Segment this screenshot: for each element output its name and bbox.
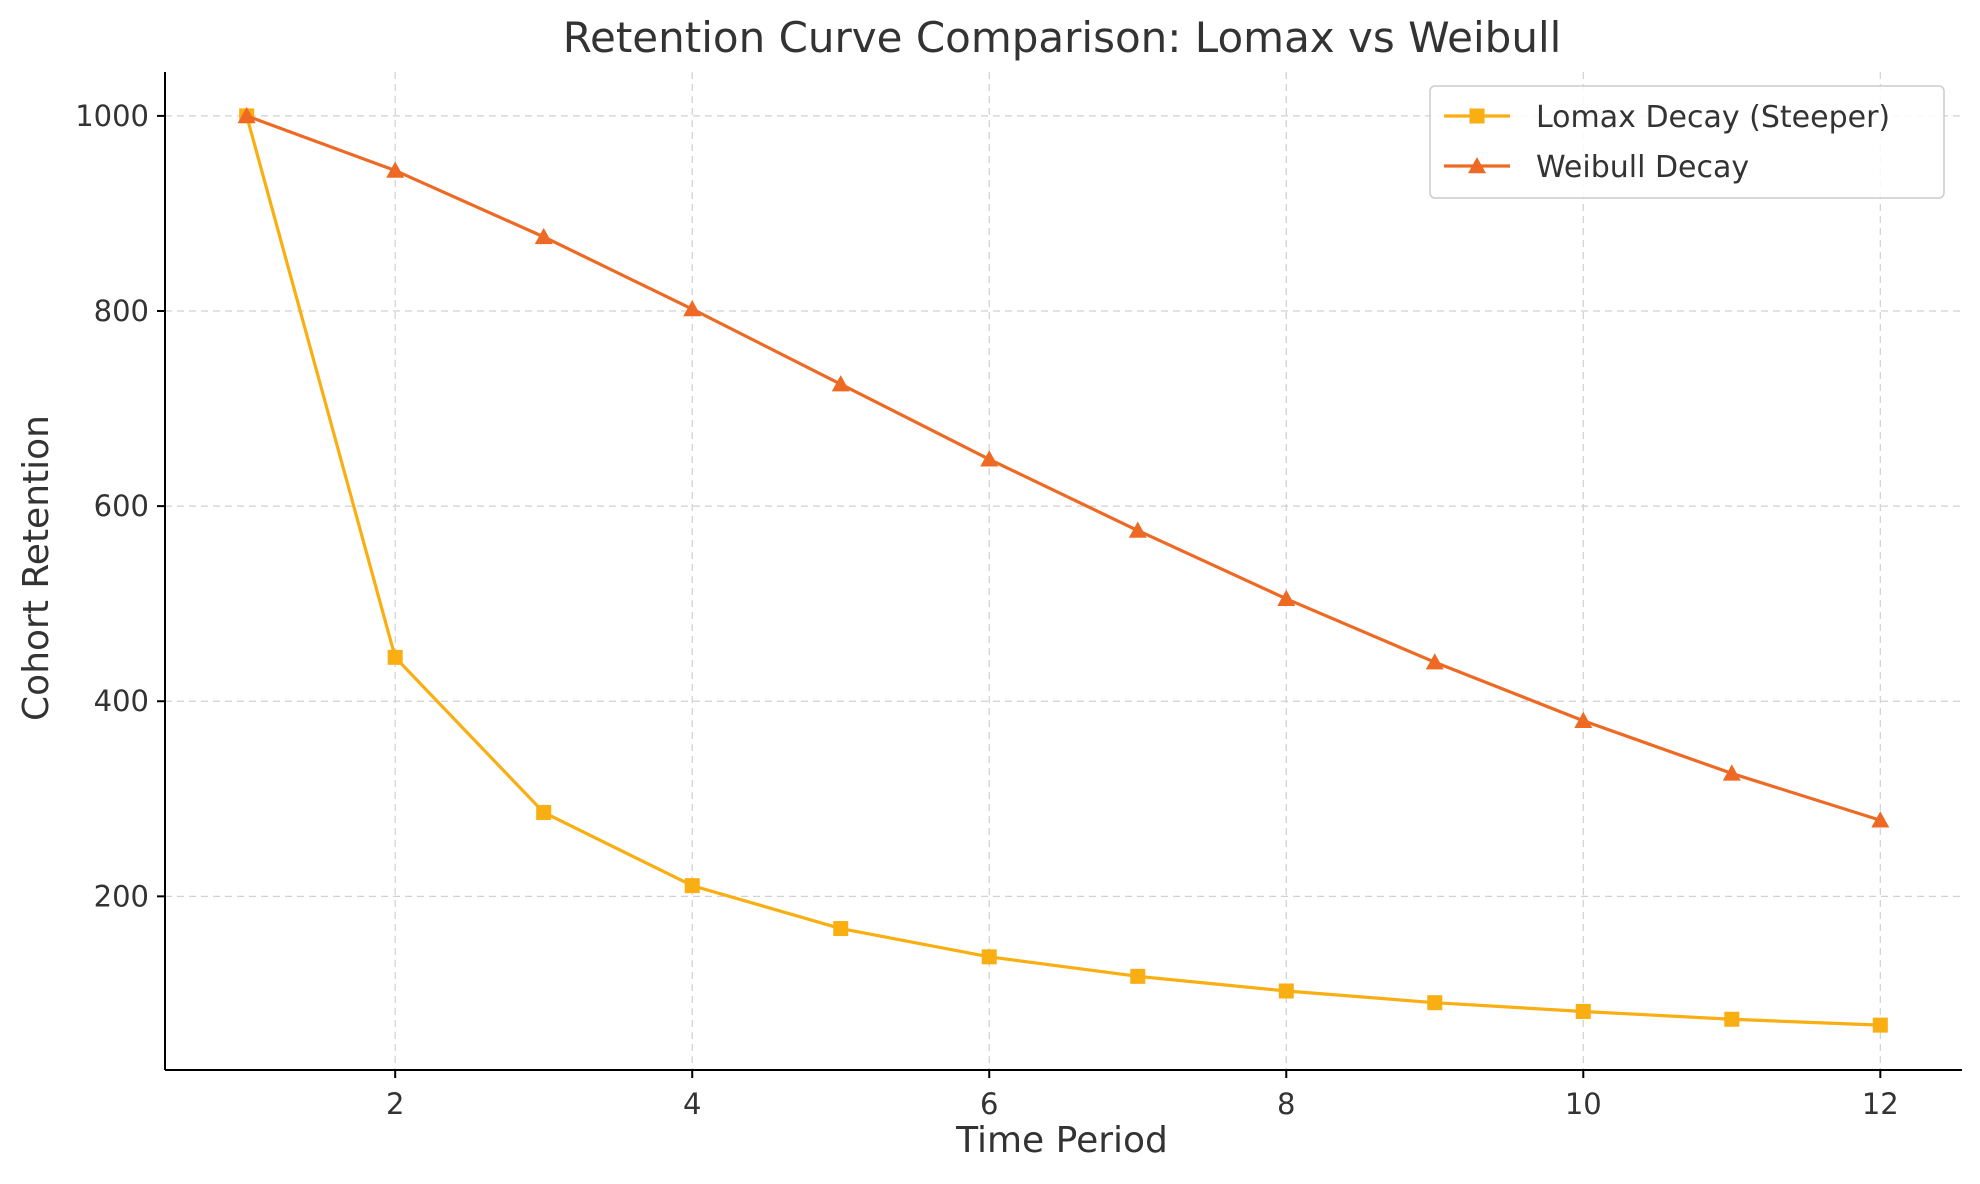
chart-title: Retention Curve Comparison: Lomax vs Wei… xyxy=(563,13,1562,62)
data-point xyxy=(1128,521,1147,538)
data-point xyxy=(1724,1011,1740,1027)
legend-marker xyxy=(1468,157,1486,174)
series-line xyxy=(245,115,1881,1027)
legend-item: Lomax Decay (Steeper) xyxy=(1444,100,1890,135)
series-layer xyxy=(237,106,1890,1033)
data-point xyxy=(981,949,997,965)
data-point xyxy=(1130,968,1146,984)
data-point xyxy=(1872,1017,1888,1033)
y-axis-title: Cohort Retention xyxy=(16,415,57,721)
x-tick-label: 4 xyxy=(683,1087,701,1121)
legend-box xyxy=(1429,85,1945,199)
legend: Lomax Decay (Steeper) Weibull Decay xyxy=(1429,85,1945,199)
legend-marker xyxy=(1469,108,1485,124)
x-tick-label: 10 xyxy=(1565,1087,1602,1121)
data-point xyxy=(534,227,553,245)
data-point xyxy=(1277,589,1296,607)
x-tick-label: 2 xyxy=(386,1087,404,1121)
data-point xyxy=(386,161,405,178)
data-point xyxy=(684,878,700,894)
legend-label: Lomax Decay (Steeper) xyxy=(1536,100,1890,135)
y-tick-label: 600 xyxy=(94,489,149,523)
series-lomax xyxy=(239,108,1888,1033)
data-point xyxy=(237,106,256,124)
x-axis-title: Time Period xyxy=(955,1120,1168,1161)
data-point xyxy=(1425,653,1444,670)
y-tick-label: 200 xyxy=(94,879,149,913)
data-point xyxy=(1574,711,1593,728)
data-point xyxy=(1575,1003,1591,1019)
series-weibull xyxy=(237,106,1890,828)
data-point xyxy=(1871,811,1890,828)
y-tick-label: 1000 xyxy=(75,99,149,133)
x-tick-label: 6 xyxy=(980,1087,998,1121)
data-point xyxy=(980,450,999,467)
data-point xyxy=(387,649,403,665)
data-point xyxy=(1722,764,1741,781)
data-point xyxy=(1427,995,1443,1011)
data-point xyxy=(831,375,850,392)
series-line xyxy=(246,114,1881,822)
axes: 2 4 6 8 10 12 200 400 600 800 1000 xyxy=(75,72,1962,1121)
legend-item: Weibull Decay xyxy=(1444,150,1749,185)
x-tick-label: 12 xyxy=(1862,1087,1899,1121)
data-point xyxy=(536,804,552,820)
grid xyxy=(165,72,1962,1070)
data-point xyxy=(1278,983,1294,999)
legend-label: Weibull Decay xyxy=(1536,150,1749,185)
data-point xyxy=(833,921,849,937)
y-tick-label: 400 xyxy=(94,684,149,718)
data-point xyxy=(683,300,702,317)
y-tick-label: 800 xyxy=(94,294,149,328)
x-tick-label: 8 xyxy=(1277,1087,1295,1121)
